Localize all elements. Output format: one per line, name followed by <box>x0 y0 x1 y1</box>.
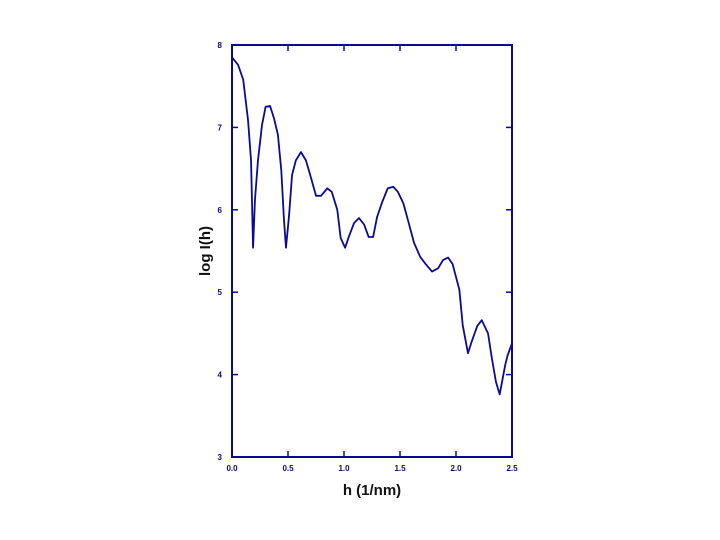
plot-frame <box>231 44 513 458</box>
y-tick-label: 3 <box>218 453 223 462</box>
y-tick-label: 6 <box>218 206 223 215</box>
x-tick-label: 0.5 <box>282 464 294 473</box>
x-tick-label: 1.0 <box>338 464 350 473</box>
y-tick-label: 8 <box>218 41 223 50</box>
data-line <box>231 56 513 396</box>
x-tick-label: 2.5 <box>506 464 518 473</box>
y-tick-label: 4 <box>218 371 223 380</box>
y-tick-label: 5 <box>218 288 223 297</box>
y-axis-label: log I(h) <box>197 226 214 276</box>
y-tick-label: 7 <box>218 123 223 132</box>
x-axis-label: h (1/nm) <box>343 482 401 499</box>
x-tick-label: 0.0 <box>226 464 238 473</box>
x-tick-label: 2.0 <box>450 464 462 473</box>
x-tick-label: 1.5 <box>394 464 406 473</box>
